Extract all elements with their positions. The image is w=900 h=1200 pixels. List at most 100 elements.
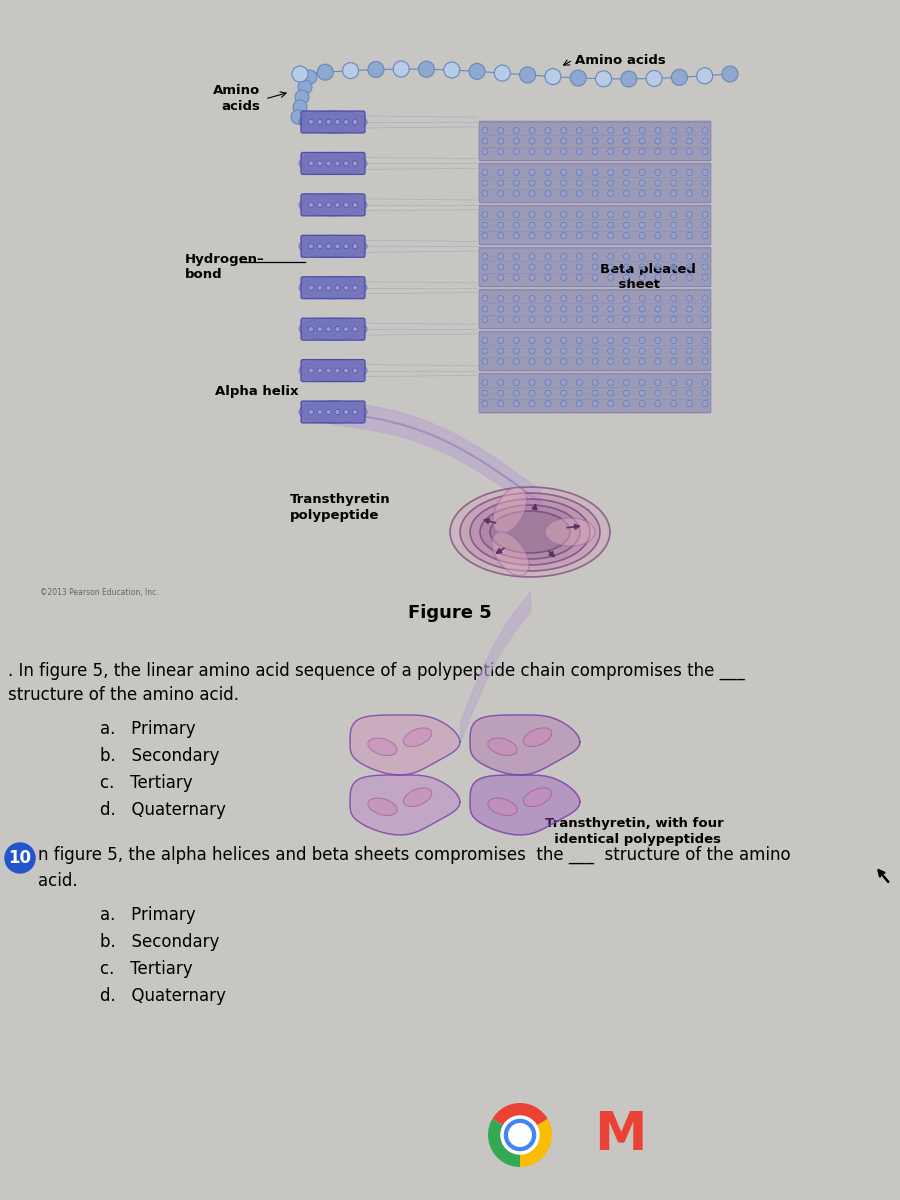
Circle shape — [624, 149, 629, 155]
Circle shape — [561, 306, 567, 312]
Circle shape — [670, 348, 677, 354]
Circle shape — [592, 348, 598, 354]
Circle shape — [639, 138, 645, 144]
Circle shape — [482, 348, 488, 354]
Circle shape — [702, 253, 708, 259]
Circle shape — [655, 359, 661, 365]
Circle shape — [576, 317, 582, 323]
Circle shape — [624, 401, 629, 407]
Circle shape — [702, 306, 708, 312]
Text: Transthyretin
polypeptide: Transthyretin polypeptide — [290, 492, 391, 522]
Circle shape — [344, 368, 348, 373]
Circle shape — [344, 203, 348, 208]
Circle shape — [292, 66, 308, 82]
Circle shape — [513, 149, 519, 155]
Circle shape — [670, 253, 677, 259]
Circle shape — [702, 169, 708, 175]
Circle shape — [655, 295, 661, 301]
Circle shape — [608, 379, 614, 385]
Circle shape — [561, 348, 567, 354]
Circle shape — [293, 100, 307, 114]
Circle shape — [393, 61, 410, 77]
Circle shape — [318, 120, 322, 125]
Circle shape — [498, 169, 504, 175]
Circle shape — [544, 253, 551, 259]
Circle shape — [576, 149, 582, 155]
Circle shape — [513, 253, 519, 259]
Circle shape — [592, 180, 598, 186]
Circle shape — [639, 390, 645, 396]
Circle shape — [544, 401, 551, 407]
Circle shape — [482, 127, 488, 133]
Circle shape — [687, 379, 692, 385]
Circle shape — [498, 359, 504, 365]
Circle shape — [624, 169, 629, 175]
Circle shape — [303, 70, 317, 84]
FancyBboxPatch shape — [479, 121, 711, 161]
Circle shape — [353, 368, 357, 373]
FancyBboxPatch shape — [301, 235, 365, 257]
Circle shape — [498, 180, 504, 186]
Circle shape — [655, 180, 661, 186]
Circle shape — [318, 409, 322, 414]
Circle shape — [529, 359, 535, 365]
Circle shape — [498, 348, 504, 354]
Ellipse shape — [368, 798, 397, 816]
Circle shape — [295, 90, 309, 104]
Circle shape — [482, 169, 488, 175]
FancyBboxPatch shape — [301, 401, 365, 422]
Circle shape — [561, 211, 567, 217]
Circle shape — [344, 244, 348, 248]
Circle shape — [544, 348, 551, 354]
Circle shape — [592, 233, 598, 239]
Circle shape — [513, 337, 519, 343]
Circle shape — [5, 842, 35, 874]
Circle shape — [544, 211, 551, 217]
Circle shape — [655, 138, 661, 144]
Circle shape — [318, 244, 322, 248]
Text: Figure 5: Figure 5 — [408, 604, 492, 622]
Circle shape — [670, 191, 677, 197]
Text: d.   Quaternary: d. Quaternary — [100, 986, 226, 1006]
Circle shape — [544, 138, 551, 144]
Circle shape — [309, 286, 313, 290]
Circle shape — [655, 264, 661, 270]
Circle shape — [576, 169, 582, 175]
Circle shape — [544, 149, 551, 155]
Circle shape — [608, 211, 614, 217]
Circle shape — [353, 161, 357, 166]
Circle shape — [309, 203, 313, 208]
Circle shape — [544, 191, 551, 197]
Circle shape — [513, 359, 519, 365]
Circle shape — [576, 275, 582, 281]
Circle shape — [482, 275, 488, 281]
FancyBboxPatch shape — [301, 152, 365, 174]
Circle shape — [513, 264, 519, 270]
Circle shape — [655, 191, 661, 197]
Circle shape — [702, 359, 708, 365]
Circle shape — [576, 191, 582, 197]
Circle shape — [702, 222, 708, 228]
Circle shape — [482, 317, 488, 323]
Circle shape — [576, 211, 582, 217]
Circle shape — [529, 211, 535, 217]
Text: ©2013 Pearson Education, Inc.: ©2013 Pearson Education, Inc. — [40, 588, 158, 596]
Circle shape — [655, 306, 661, 312]
Circle shape — [318, 161, 322, 166]
Circle shape — [418, 61, 435, 77]
Circle shape — [702, 191, 708, 197]
Circle shape — [687, 275, 692, 281]
Circle shape — [576, 379, 582, 385]
Circle shape — [639, 306, 645, 312]
Circle shape — [624, 379, 629, 385]
Circle shape — [353, 326, 357, 331]
Circle shape — [608, 180, 614, 186]
Circle shape — [561, 127, 567, 133]
Circle shape — [639, 401, 645, 407]
FancyBboxPatch shape — [301, 110, 365, 133]
Circle shape — [513, 348, 519, 354]
Circle shape — [592, 169, 598, 175]
Circle shape — [592, 149, 598, 155]
Text: b.   Secondary: b. Secondary — [100, 934, 220, 950]
Circle shape — [624, 127, 629, 133]
